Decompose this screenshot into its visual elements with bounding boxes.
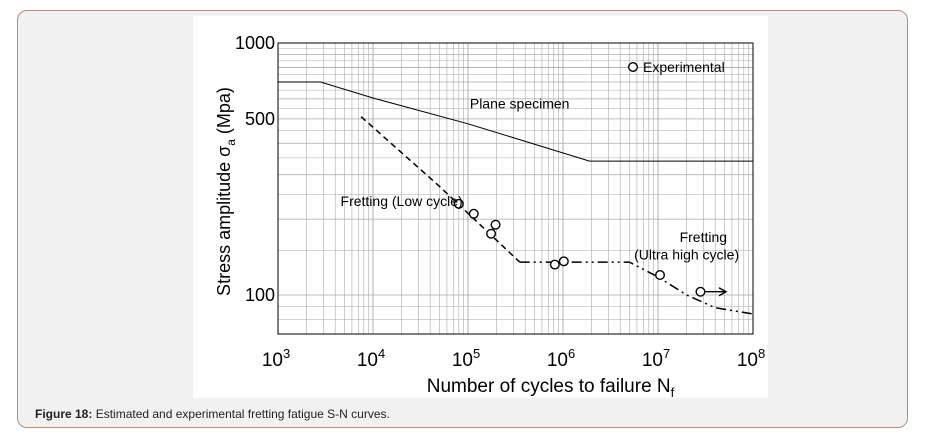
series-line-plane-specimen bbox=[278, 81, 753, 162]
y-tick-label: 100 bbox=[245, 285, 275, 305]
sn-curve-chart: 1000 500 100 103 104 105 106 107 108 Number of cy… bbox=[214, 33, 765, 398]
experimental-point-marker bbox=[558, 256, 569, 267]
y-tick-label: 500 bbox=[245, 109, 275, 129]
plot-frame bbox=[277, 42, 754, 335]
experimental-point-marker bbox=[486, 228, 497, 239]
experimental-point-marker bbox=[468, 208, 479, 219]
chart-area: 1000 500 100 103 104 105 106 107 108 Number of cy… bbox=[193, 16, 768, 398]
x-tick-label: 106 bbox=[547, 346, 575, 371]
x-tick-label: 103 bbox=[262, 346, 290, 371]
legend-marker bbox=[628, 62, 639, 73]
caption-label: Figure 18: bbox=[35, 407, 93, 421]
legend-label: Experimental bbox=[643, 59, 725, 75]
y-tick-label: 1000 bbox=[235, 33, 275, 53]
experimental-point-marker bbox=[655, 270, 666, 281]
experimental-point-marker bbox=[549, 259, 560, 270]
annotation-label: Fretting bbox=[680, 229, 727, 245]
experimental-point-marker bbox=[490, 219, 501, 230]
figure-caption: Figure 18: Estimated and experimental fr… bbox=[35, 407, 390, 421]
experimental-point-marker bbox=[695, 286, 706, 297]
figure-frame: 1000 500 100 103 104 105 106 107 108 Number of cy… bbox=[17, 10, 908, 428]
experimental-point-marker bbox=[453, 198, 464, 209]
series-line-fretting-low-cycle bbox=[360, 116, 521, 263]
grid-lines bbox=[278, 43, 753, 334]
annotation-label: (Ultra high cycle) bbox=[634, 247, 739, 263]
caption-text: Estimated and experimental fretting fati… bbox=[92, 407, 390, 421]
x-tick-label: 104 bbox=[357, 346, 385, 371]
runout-arrow-head bbox=[718, 287, 728, 297]
x-tick-label: 107 bbox=[642, 346, 670, 371]
x-axis-label: Number of cycles to failure Nf bbox=[427, 376, 675, 398]
x-tick-label: 105 bbox=[452, 346, 480, 371]
annotation-label: Plane specimen bbox=[470, 95, 570, 111]
series-line-fretting-ultra-high-cycle bbox=[519, 261, 754, 315]
x-tick-label: 108 bbox=[737, 346, 765, 371]
y-axis-label: Stress amplitude σa (Mpa) bbox=[214, 87, 238, 296]
annotation-label: Fretting (Low cycle) bbox=[341, 193, 463, 209]
